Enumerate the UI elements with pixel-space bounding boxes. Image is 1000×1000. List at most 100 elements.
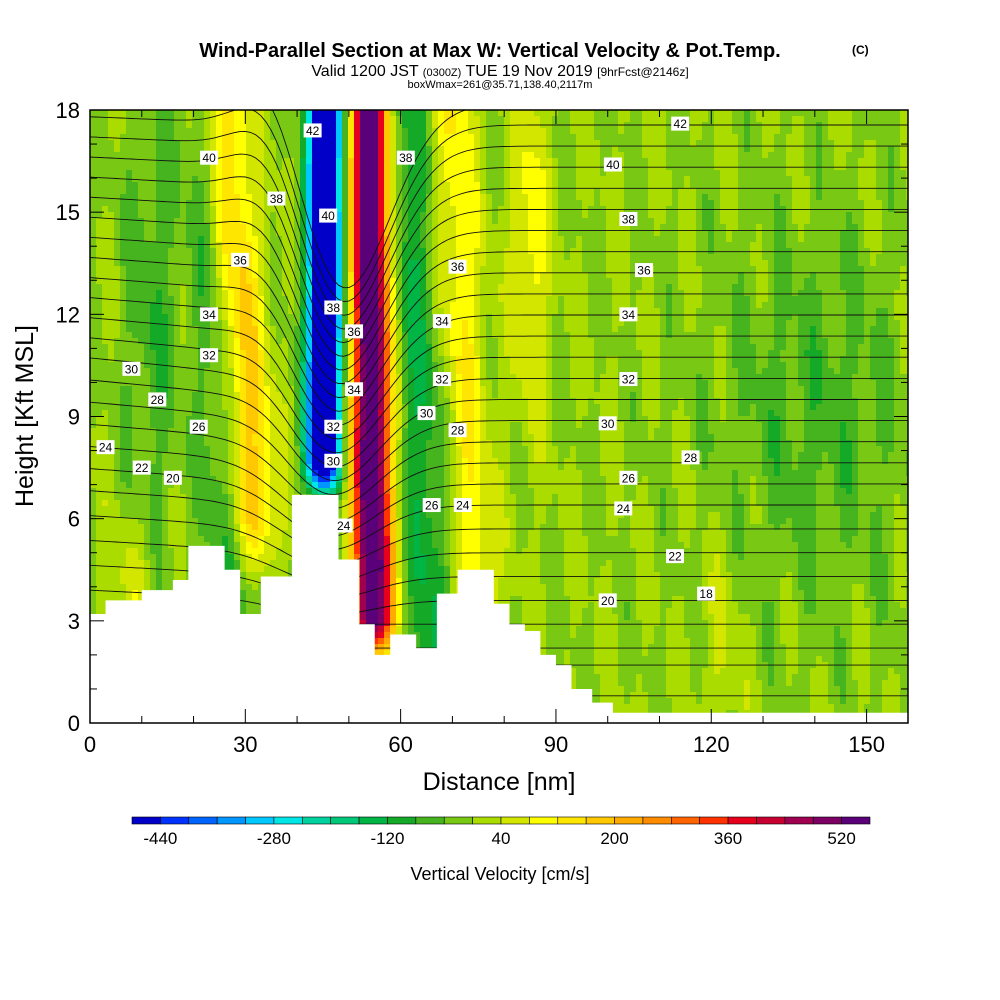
velocity-cell: [150, 386, 157, 393]
velocity-cell: [360, 440, 367, 447]
velocity-cell: [288, 572, 295, 579]
velocity-cell: [138, 440, 145, 447]
velocity-cell: [252, 188, 259, 195]
velocity-cell: [378, 254, 385, 261]
velocity-cell: [348, 230, 355, 237]
velocity-cell: [282, 362, 289, 369]
velocity-cell: [90, 326, 97, 333]
velocity-cell: [102, 476, 109, 483]
velocity-cell: [348, 212, 355, 219]
velocity-cell: [288, 314, 295, 321]
velocity-cell: [228, 488, 235, 495]
velocity-cell: [300, 254, 307, 261]
velocity-cell: [300, 404, 307, 411]
velocity-cell: [198, 140, 205, 147]
velocity-cell: [348, 482, 355, 489]
velocity-cell: [114, 428, 121, 435]
velocity-cell: [360, 542, 367, 549]
velocity-cell: [258, 464, 265, 471]
velocity-cell: [186, 242, 193, 249]
velocity-cell: [270, 122, 277, 129]
velocity-cell: [348, 476, 355, 483]
velocity-cell: [252, 482, 259, 489]
velocity-cell: [240, 110, 247, 117]
velocity-cell: [270, 440, 277, 447]
velocity-cell: [120, 266, 127, 273]
velocity-cell: [330, 236, 337, 243]
velocity-cell: [258, 422, 265, 429]
velocity-cell: [222, 200, 229, 207]
velocity-cell: [360, 488, 367, 495]
velocity-cell: [270, 434, 277, 441]
velocity-cell: [240, 494, 247, 501]
velocity-cell: [132, 152, 139, 159]
velocity-cell: [162, 374, 169, 381]
velocity-cell: [210, 230, 217, 237]
velocity-cell: [372, 452, 379, 459]
velocity-cell: [192, 476, 199, 483]
velocity-cell: [300, 236, 307, 243]
velocity-cell: [90, 446, 97, 453]
velocity-cell: [360, 386, 367, 393]
velocity-cell: [186, 524, 193, 531]
velocity-cell: [288, 212, 295, 219]
velocity-cell: [120, 284, 127, 291]
velocity-cell: [96, 530, 103, 537]
velocity-cell: [96, 596, 103, 603]
velocity-cell: [348, 308, 355, 315]
velocity-cell: [132, 134, 139, 141]
velocity-cell: [294, 140, 301, 147]
velocity-cell: [96, 110, 103, 117]
velocity-cell: [282, 482, 289, 489]
velocity-cell: [342, 356, 349, 363]
velocity-cell: [126, 410, 133, 417]
velocity-cell: [216, 134, 223, 141]
velocity-cell: [282, 392, 289, 399]
velocity-cell: [234, 230, 241, 237]
velocity-cell: [366, 422, 373, 429]
velocity-cell: [246, 428, 253, 435]
velocity-cell: [186, 434, 193, 441]
velocity-cell: [216, 296, 223, 303]
velocity-cell: [234, 182, 241, 189]
velocity-cell: [162, 314, 169, 321]
velocity-cell: [294, 302, 301, 309]
velocity-cell: [144, 374, 151, 381]
velocity-cell: [354, 554, 361, 561]
velocity-cell: [150, 560, 157, 567]
velocity-cell: [348, 530, 355, 537]
velocity-cell: [282, 548, 289, 555]
velocity-cell: [240, 302, 247, 309]
velocity-cell: [294, 404, 301, 411]
velocity-cell: [246, 302, 253, 309]
velocity-cell: [372, 272, 379, 279]
velocity-cell: [312, 362, 319, 369]
velocity-cell: [312, 248, 319, 255]
velocity-cell: [354, 320, 361, 327]
velocity-cell: [102, 602, 109, 609]
velocity-cell: [114, 218, 121, 225]
velocity-cell: [126, 356, 133, 363]
velocity-cell: [114, 362, 121, 369]
velocity-cell: [180, 524, 187, 531]
velocity-cell: [282, 494, 289, 501]
velocity-cell: [186, 314, 193, 321]
velocity-cell: [126, 542, 133, 549]
velocity-cell: [186, 206, 193, 213]
velocity-cell: [288, 254, 295, 261]
velocity-cell: [156, 254, 163, 261]
velocity-cell: [210, 452, 217, 459]
velocity-cell: [336, 392, 343, 399]
velocity-cell: [132, 332, 139, 339]
velocity-cell: [336, 236, 343, 243]
velocity-cell: [288, 290, 295, 297]
velocity-cell: [90, 218, 97, 225]
velocity-cell: [246, 422, 253, 429]
velocity-cell: [288, 410, 295, 417]
velocity-cell: [192, 296, 199, 303]
velocity-cell: [108, 344, 115, 351]
velocity-cell: [378, 248, 385, 255]
velocity-cell: [192, 344, 199, 351]
velocity-cell: [192, 194, 199, 201]
velocity-cell: [330, 434, 337, 441]
